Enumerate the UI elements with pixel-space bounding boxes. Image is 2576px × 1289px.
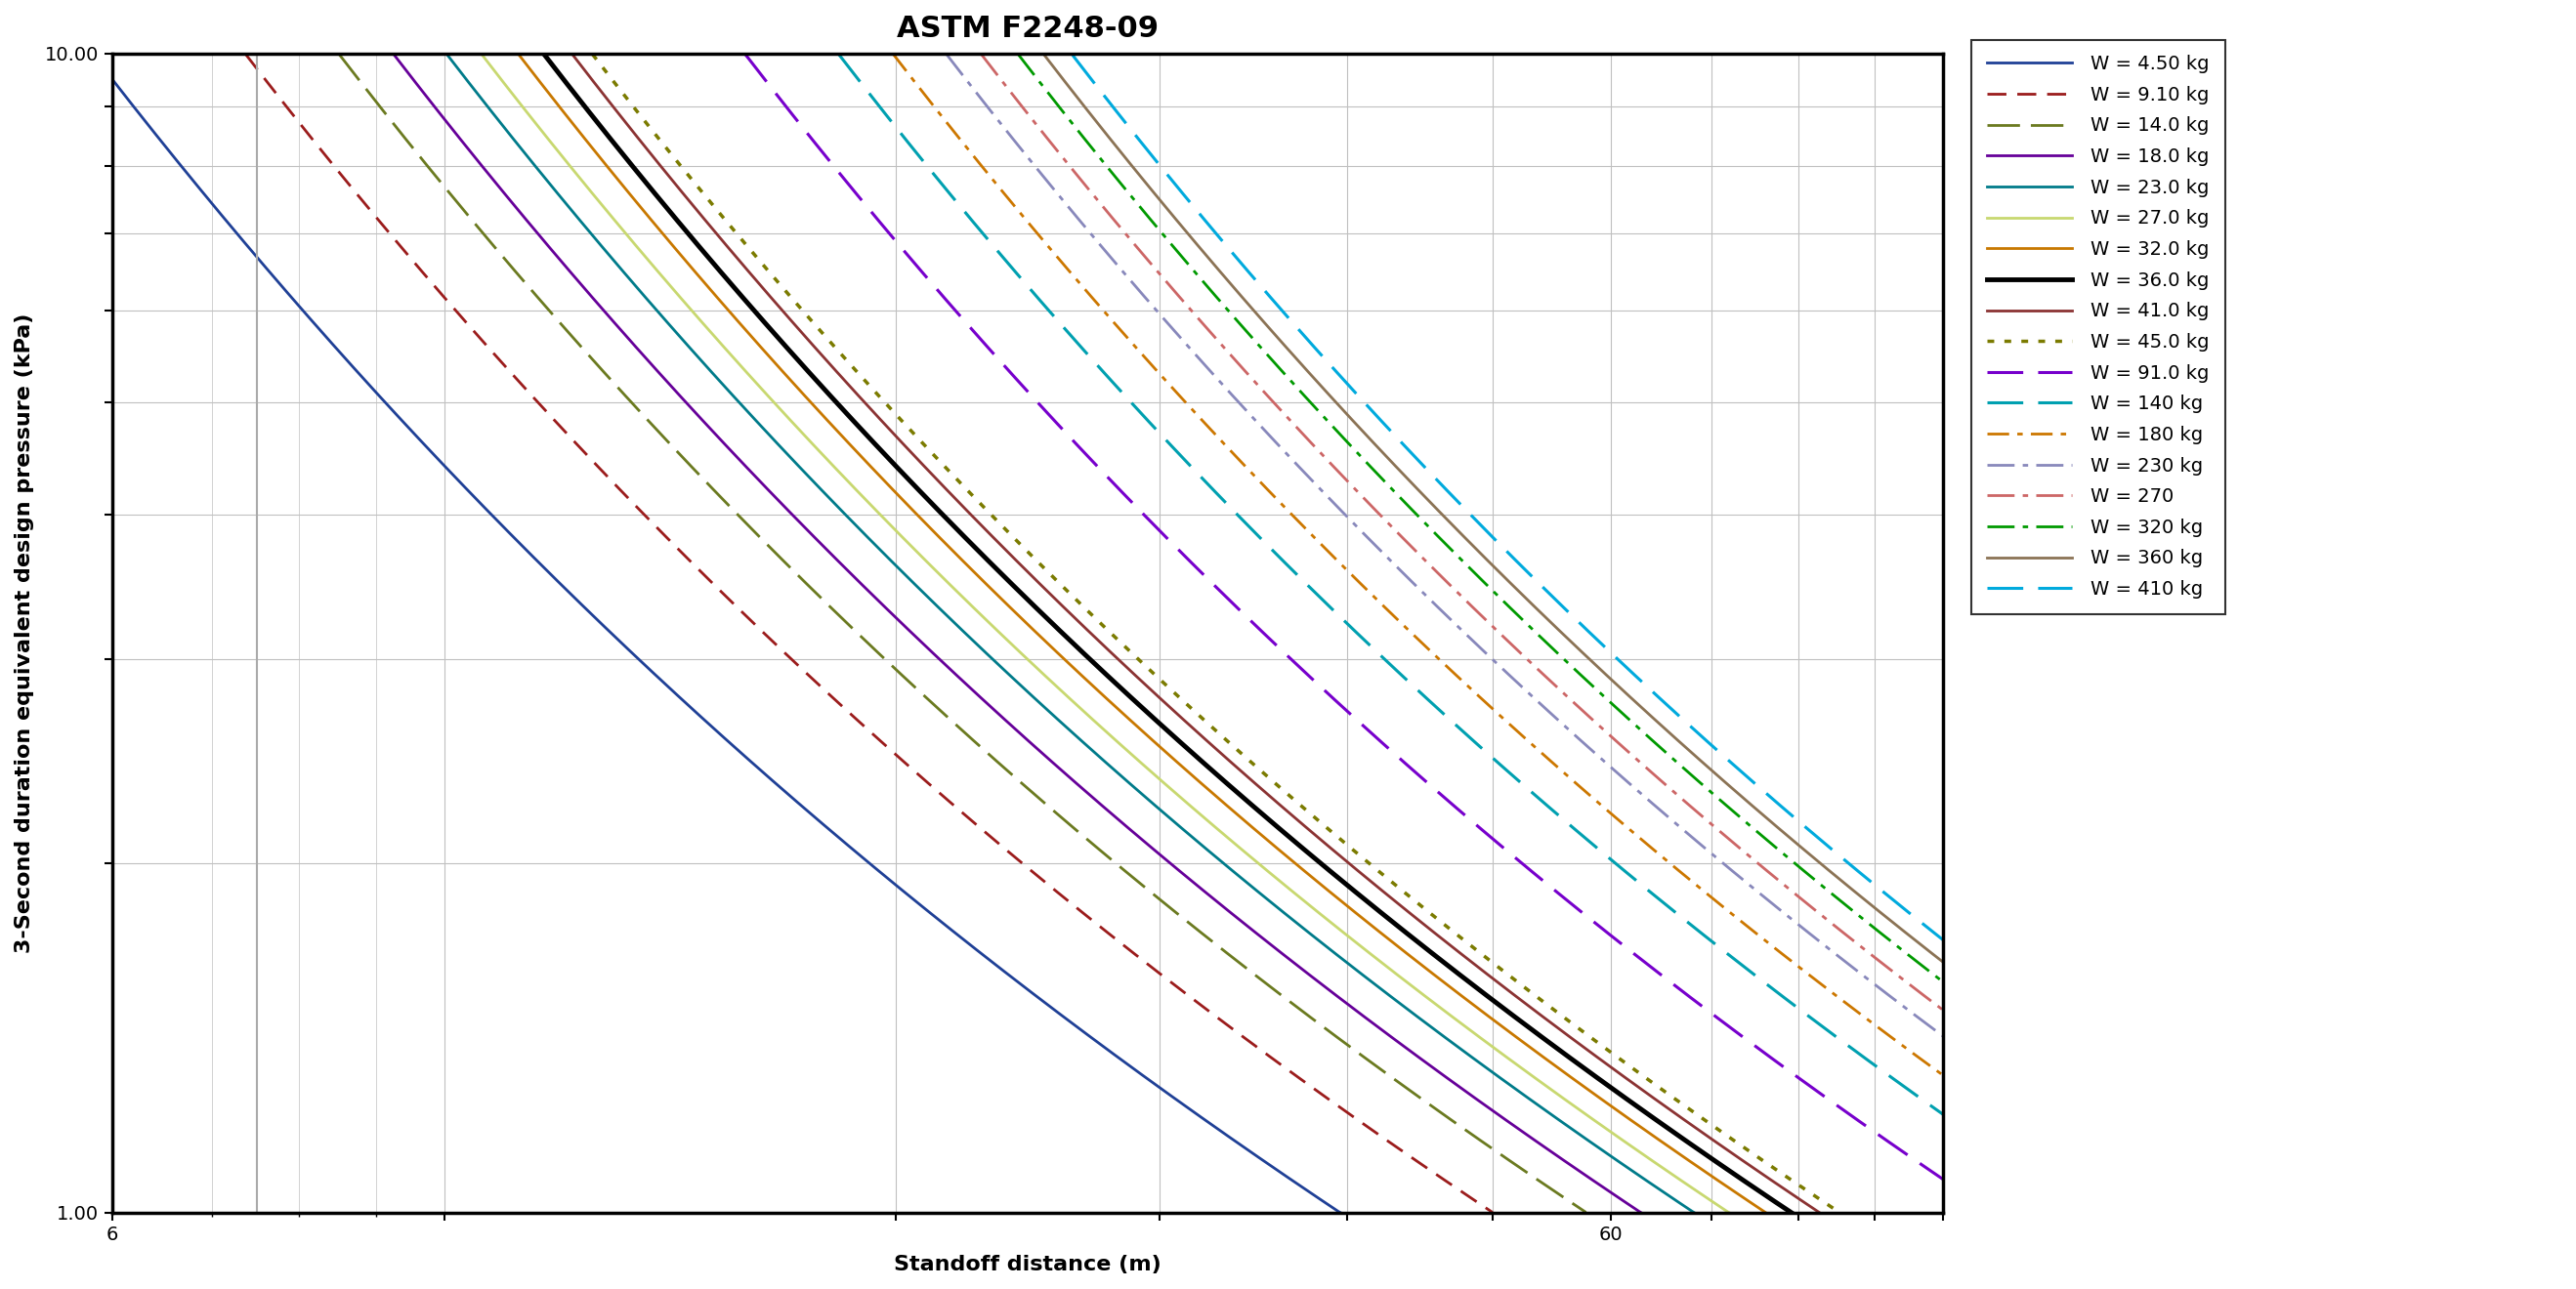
Legend: W = 4.50 kg, W = 9.10 kg, W = 14.0 kg, W = 18.0 kg, W = 23.0 kg, W = 27.0 kg, W : W = 4.50 kg, W = 9.10 kg, W = 14.0 kg, W… (1971, 40, 2226, 614)
Y-axis label: 3-Second duration equivalent design pressure (kPa): 3-Second duration equivalent design pres… (15, 313, 33, 953)
X-axis label: Standoff distance (m): Standoff distance (m) (894, 1254, 1162, 1275)
Title: ASTM F2248-09: ASTM F2248-09 (896, 14, 1159, 43)
